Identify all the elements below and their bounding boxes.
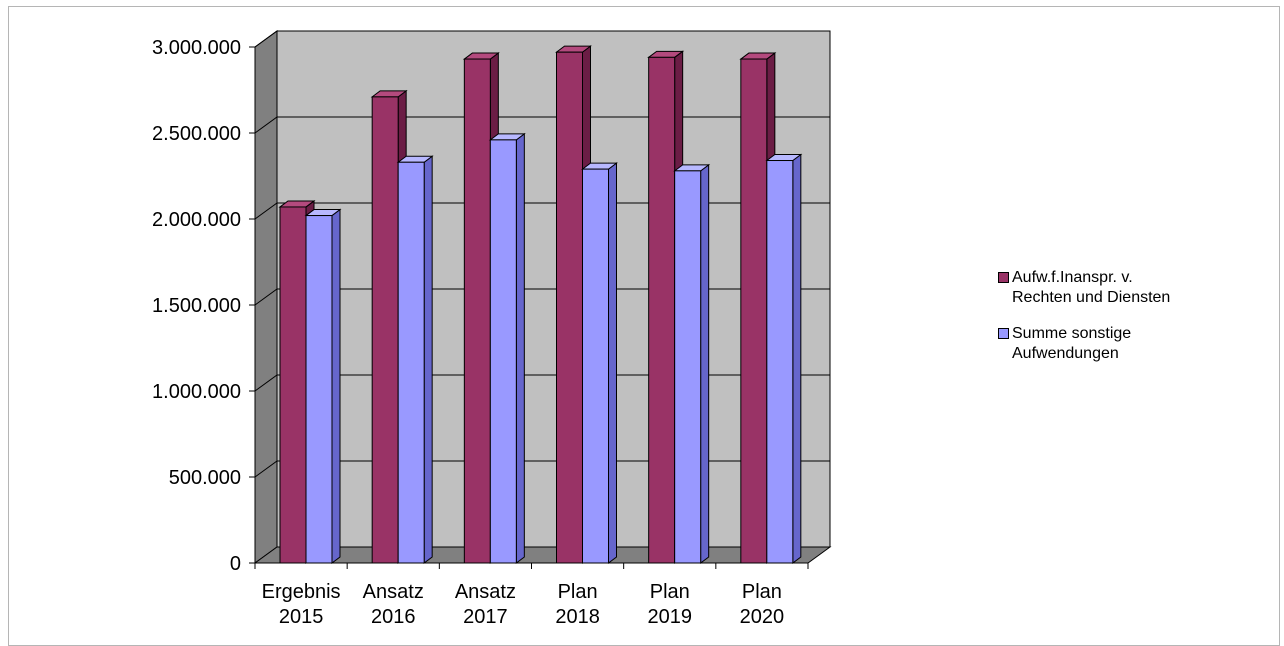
x-tick-label: 2017 xyxy=(463,606,508,628)
x-tick-label: Ansatz xyxy=(455,581,516,603)
legend-label-series-2: Summe sonstige Aufwendungen xyxy=(1012,325,1132,362)
bar-2-6 xyxy=(766,160,794,564)
x-tick-label: 2016 xyxy=(371,606,416,628)
bar-2-3-side xyxy=(515,132,525,564)
bar-1-1 xyxy=(279,206,307,564)
bar-2-3 xyxy=(489,139,517,564)
gridline xyxy=(254,288,830,306)
y-tick-label: 2.000.000 xyxy=(152,209,241,231)
x-tick-label: 2015 xyxy=(279,606,324,628)
x-tick-label: Plan xyxy=(742,581,782,603)
gridline xyxy=(254,116,830,134)
legend-item-series-2: Summe sonstige Aufwendungen xyxy=(998,324,1268,364)
x-tick-label: Plan xyxy=(558,581,598,603)
x-tick-label: 2020 xyxy=(740,606,785,628)
bar-2-1-side xyxy=(331,208,341,564)
gridline xyxy=(254,30,830,48)
y-tick-label: 0 xyxy=(230,553,241,575)
bar-2-4 xyxy=(582,168,609,564)
legend-swatch-series-2 xyxy=(998,328,1009,339)
bar-1-3 xyxy=(463,58,491,564)
y-tick-label: 1.500.000 xyxy=(152,295,241,317)
bar-1-2 xyxy=(371,96,399,564)
bar-2-1 xyxy=(305,215,333,564)
x-tick-label: 2018 xyxy=(555,606,600,628)
bar-2-2-side xyxy=(423,155,433,564)
x-tick-label: Plan xyxy=(650,581,690,603)
gridline xyxy=(254,460,830,478)
bar-1-6 xyxy=(740,58,768,564)
x-tick-label: Ansatz xyxy=(363,581,424,603)
bar-2-5 xyxy=(674,170,702,564)
legend-swatch-series-1 xyxy=(998,272,1009,283)
x-tick-label: Ergebnis xyxy=(262,581,341,603)
y-tick-label: 500.000 xyxy=(169,467,241,489)
legend: Aufw.f.Inanspr. v. Rechten und Diensten … xyxy=(998,268,1268,380)
y-tick-label: 3.000.000 xyxy=(152,37,241,59)
bar-2-2 xyxy=(397,161,425,564)
bar-1-4 xyxy=(556,51,583,564)
y-tick-label: 1.000.000 xyxy=(152,381,241,403)
gridline xyxy=(254,374,830,392)
bar-chart: 0 500.000 1.000.000 1.500.000 2.000.000 2.500… xyxy=(152,30,832,628)
bar-2-6-side xyxy=(792,153,802,564)
legend-label-series-1: Aufw.f.Inanspr. v. Rechten und Diensten xyxy=(1012,269,1171,306)
bar-1-5 xyxy=(648,56,676,564)
gridline xyxy=(254,202,830,220)
legend-item-series-1: Aufw.f.Inanspr. v. Rechten und Diensten xyxy=(998,268,1268,308)
bar-2-5-side xyxy=(700,163,710,564)
bar-2-4-side xyxy=(608,162,617,564)
x-tick-label: 2019 xyxy=(648,606,693,628)
y-tick-label: 2.500.000 xyxy=(152,123,241,145)
